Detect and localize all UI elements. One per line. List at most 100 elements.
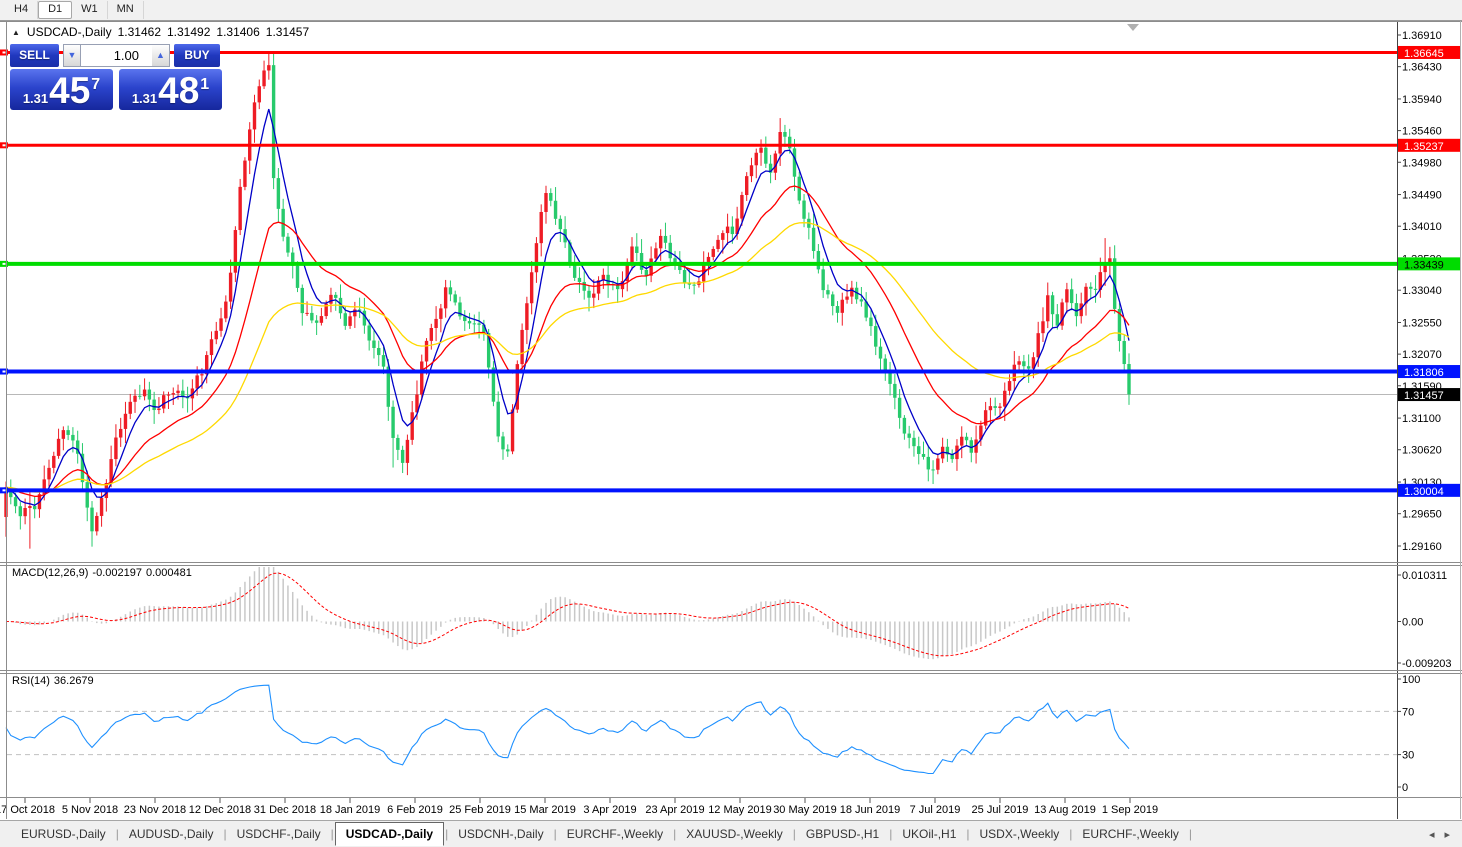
buy-price-button[interactable]: 1.31 48 1 — [119, 69, 222, 110]
chart-tab-eurusd-daily[interactable]: EURUSD-,Daily — [21, 827, 106, 841]
chart-tab-eurchf-weekly[interactable]: EURCHF-,Weekly — [1082, 827, 1179, 841]
svg-text:1.29160: 1.29160 — [1402, 541, 1442, 553]
svg-text:12 May 2019: 12 May 2019 — [708, 804, 772, 816]
sell-price-pip: 7 — [91, 76, 101, 93]
tab-separator: | — [445, 827, 449, 841]
chart-canvas[interactable]: 1.36910 1.36430 1.35940 1.35460 1.34980 1.344… — [0, 0, 1462, 820]
svg-text:5 Nov 2018: 5 Nov 2018 — [62, 804, 118, 816]
svg-text:3 Apr 2019: 3 Apr 2019 — [583, 804, 636, 816]
svg-text:18 Jun 2019: 18 Jun 2019 — [840, 804, 901, 816]
rsi-name: RSI(14) — [12, 675, 50, 687]
date-axis[interactable]: 17 Oct 2018 5 Nov 2018 23 Nov 2018 12 Dec 2… — [0, 798, 1158, 816]
svg-text:1.30004: 1.30004 — [1404, 486, 1444, 498]
sell-price-prefix: 1.31 — [22, 91, 49, 106]
svg-text:0.00: 0.00 — [1402, 616, 1423, 628]
ohlc-low: 1.31406 — [216, 25, 260, 39]
timeframe-toolbar: H4 D1 W1 MN — [0, 0, 1462, 21]
svg-text:1.30620: 1.30620 — [1402, 445, 1442, 457]
tab-separator: | — [792, 827, 796, 841]
svg-text:1.32550: 1.32550 — [1402, 317, 1442, 329]
svg-text:1 Sep 2019: 1 Sep 2019 — [1102, 804, 1158, 816]
chart-tab-ukoil-h1[interactable]: UKOil-,H1 — [902, 827, 957, 841]
svg-text:1.35940: 1.35940 — [1402, 94, 1442, 106]
macd-panel: 0.010311 0.00 -0.009203 — [5, 567, 1452, 670]
svg-text:6 Feb 2019: 6 Feb 2019 — [387, 804, 443, 816]
svg-text:12 Dec 2018: 12 Dec 2018 — [189, 804, 251, 816]
moving-average-line-2 — [5, 222, 1130, 493]
tab-separator: | — [1069, 827, 1073, 841]
chart-tab-usdchf-daily[interactable]: USDCHF-,Daily — [236, 827, 321, 841]
chart-ohlc-header: ▲ USDCAD-,Daily 1.31462 1.31492 1.31406 1.314… — [12, 25, 309, 39]
price-axis[interactable]: 1.36910 1.36430 1.35940 1.35460 1.34980 1.344… — [1397, 21, 1460, 819]
tabs-scroll-left-icon[interactable]: ◂ — [1428, 828, 1435, 841]
svg-text:30 May 2019: 30 May 2019 — [773, 804, 837, 816]
svg-text:1.35460: 1.35460 — [1402, 126, 1442, 138]
chart-tab-eurchf-weekly[interactable]: EURCHF-,Weekly — [566, 827, 664, 841]
svg-text:1.34010: 1.34010 — [1402, 221, 1442, 233]
svg-text:1.34980: 1.34980 — [1402, 157, 1442, 169]
svg-text:0: 0 — [1402, 782, 1408, 794]
svg-text:1.31806: 1.31806 — [1404, 367, 1444, 379]
panel-collapse-arrow-icon[interactable]: ▲ — [12, 28, 20, 37]
svg-text:1.31457: 1.31457 — [1404, 390, 1444, 402]
svg-text:23 Nov 2018: 23 Nov 2018 — [124, 804, 186, 816]
tab-separator: | — [553, 827, 557, 841]
tab-separator: | — [673, 827, 677, 841]
sell-button[interactable]: SELL — [10, 44, 59, 67]
svg-text:70: 70 — [1402, 706, 1414, 718]
ohlc-high: 1.31492 — [167, 25, 211, 39]
svg-text:25 Jul 2019: 25 Jul 2019 — [972, 804, 1029, 816]
volume-input[interactable]: 1.00 — [81, 44, 152, 67]
sell-price-button[interactable]: 1.31 45 7 — [10, 69, 113, 110]
timeframe-button-w1[interactable]: W1 — [72, 1, 108, 19]
macd-indicator-header: MACD(12,26,9) -0.002197 0.000481 — [12, 567, 196, 579]
timeframe-button-h4[interactable]: H4 — [5, 1, 39, 19]
svg-text:1.36910: 1.36910 — [1402, 30, 1442, 42]
chart-tab-audusd-daily[interactable]: AUDUSD-,Daily — [128, 827, 214, 841]
tab-separator: | — [115, 827, 119, 841]
svg-text:1.34490: 1.34490 — [1402, 190, 1442, 202]
sell-price-big: 45 — [49, 70, 91, 111]
volume-decrease-button[interactable]: ▼ — [63, 44, 81, 67]
chart-tab-usdcad-daily[interactable]: USDCAD-,Daily — [334, 822, 445, 846]
chart-tab-usdx-weekly[interactable]: USDX-,Weekly — [979, 827, 1060, 841]
tabs-scroll-right-icon[interactable]: ▸ — [1444, 828, 1450, 841]
svg-text:1.33439: 1.33439 — [1404, 259, 1444, 271]
timeframe-button-d1[interactable]: D1 — [38, 1, 73, 19]
svg-text:17 Oct 2018: 17 Oct 2018 — [0, 804, 55, 816]
buy-price-big: 48 — [158, 70, 200, 111]
svg-text:1.36430: 1.36430 — [1402, 62, 1442, 74]
buy-price-pip: 1 — [200, 76, 210, 93]
chart-tab-usdcnh-daily[interactable]: USDCNH-,Daily — [458, 827, 544, 841]
tab-separator: | — [223, 827, 227, 841]
tab-separator: | — [889, 827, 893, 841]
ohlc-open: 1.31462 — [117, 25, 161, 39]
volume-increase-button[interactable]: ▲ — [152, 44, 170, 67]
svg-text:31 Dec 2018: 31 Dec 2018 — [254, 804, 316, 816]
horizontal-lines-layer[interactable] — [0, 49, 1397, 494]
svg-text:100: 100 — [1402, 674, 1420, 686]
rsi-indicator-header: RSI(14) 36.2679 — [12, 675, 98, 687]
chart-shift-triangle-icon[interactable] — [1127, 24, 1139, 31]
rsi-panel: 100 70 30 0 — [5, 674, 1420, 794]
moving-averages-layer — [5, 108, 1130, 507]
svg-text:30: 30 — [1402, 750, 1414, 762]
ohlc-close: 1.31457 — [265, 25, 310, 39]
svg-text:1.31100: 1.31100 — [1402, 413, 1441, 425]
chart-tab-gbpusd-h1[interactable]: GBPUSD-,H1 — [805, 827, 880, 841]
moving-average-line-1 — [5, 185, 1130, 498]
svg-text:13 Aug 2019: 13 Aug 2019 — [1034, 804, 1096, 816]
timeframe-button-mn[interactable]: MN — [108, 1, 144, 19]
chart-tab-bar: EURUSD-,Daily | AUDUSD-,Daily | USDCHF-,Dail… — [0, 820, 1462, 847]
svg-text:1.33040: 1.33040 — [1402, 285, 1442, 297]
candles-layer — [4, 52, 1131, 549]
tab-separator: | — [966, 827, 970, 841]
macd-name: MACD(12,26,9) — [12, 567, 89, 579]
svg-text:7 Jul 2019: 7 Jul 2019 — [910, 804, 961, 816]
chart-tab-xauusd-weekly[interactable]: XAUUSD-,Weekly — [686, 827, 783, 841]
svg-text:15 Mar 2019: 15 Mar 2019 — [514, 804, 576, 816]
rsi-value: 36.2679 — [53, 675, 94, 687]
buy-button[interactable]: BUY — [174, 44, 220, 67]
svg-text:1.29650: 1.29650 — [1402, 509, 1442, 521]
svg-text:1.32070: 1.32070 — [1402, 349, 1442, 361]
